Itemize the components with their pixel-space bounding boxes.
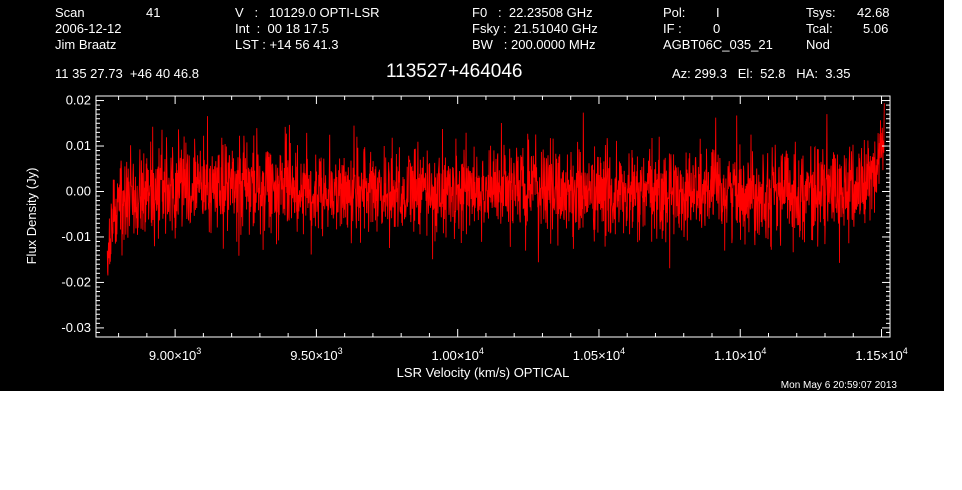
x-tick-label: 1.05×104 <box>573 346 625 363</box>
tsys-value: 42.68 <box>857 5 890 20</box>
if-value: 0 <box>713 21 721 36</box>
x-axis-label: LSR Velocity (km/s) OPTICAL <box>397 365 570 380</box>
lst-readout: LST : +14 56 41.3 <box>235 37 339 52</box>
sky-frequency: Fsky : 21.51040 GHz <box>472 21 598 36</box>
x-tick-label: 9.50×103 <box>290 346 342 363</box>
spectrum-line <box>106 103 885 276</box>
pol-value: I <box>716 5 720 20</box>
plot-frame <box>95 95 891 338</box>
chart-title: 113527+464046 <box>386 61 523 82</box>
x-tick-label: 9.00×103 <box>149 346 201 363</box>
tcal-value: 5.06 <box>863 21 889 36</box>
rest-frequency: F0 : 22.23508 GHz <box>472 5 593 20</box>
x-tick-exponent: 4 <box>479 346 484 356</box>
pol-label: Pol: <box>663 5 686 20</box>
x-tick-exponent: 4 <box>761 346 766 356</box>
tcal-label: Tcal: <box>806 21 833 36</box>
scan-value: 41 <box>146 5 161 20</box>
footer-timestamp: Mon May 6 20:59:07 2013 <box>781 380 898 391</box>
y-tick-label: -0.02 <box>61 274 91 289</box>
x-tick-exponent: 3 <box>338 346 343 356</box>
az-el-ha-readout: Az: 299.3 El: 52.8 HA: 3.35 <box>672 66 851 81</box>
observer-name: Jim Braatz <box>55 37 117 52</box>
spectrum-chart: 9.00×103 9.50×103 1.00×104 1.05×104 1.10×104… <box>24 93 908 391</box>
x-tick-label: 1.10×104 <box>714 346 766 363</box>
y-tick-label: -0.01 <box>61 229 91 244</box>
y-tick-label: 0.02 <box>66 93 91 108</box>
x-tick-label: 1.15×104 <box>855 346 907 363</box>
y-tick-label: -0.03 <box>61 320 91 335</box>
scan-label: Scan <box>55 5 85 20</box>
source-coordinates: 11 35 27.73 +46 40 46.8 <box>55 66 199 81</box>
velocity-readout: V : 10129.0 OPTI-LSR <box>235 5 380 20</box>
obs-mode: Nod <box>806 37 830 52</box>
tsys-label: Tsys: <box>806 5 836 20</box>
if-label: IF : <box>663 21 682 36</box>
project-id: AGBT06C_035_21 <box>663 37 773 52</box>
y-axis-label: Flux Density (Jy) <box>24 168 39 265</box>
ticks-layer: 9.00×103 9.50×103 1.00×104 1.05×104 1.10×104… <box>61 93 907 363</box>
x-tick-exponent: 4 <box>620 346 625 356</box>
x-tick-label: 1.00×104 <box>431 346 483 363</box>
obs-date: 2006-12-12 <box>55 21 122 36</box>
bandwidth: BW : 200.0000 MHz <box>472 37 596 52</box>
integration-time: Int : 00 18 17.5 <box>235 21 329 36</box>
y-tick-label: 0.01 <box>66 138 91 153</box>
series-layer <box>106 103 885 276</box>
x-tick-exponent: 4 <box>903 346 908 356</box>
y-tick-label: 0.00 <box>66 183 91 198</box>
x-tick-exponent: 3 <box>196 346 201 356</box>
